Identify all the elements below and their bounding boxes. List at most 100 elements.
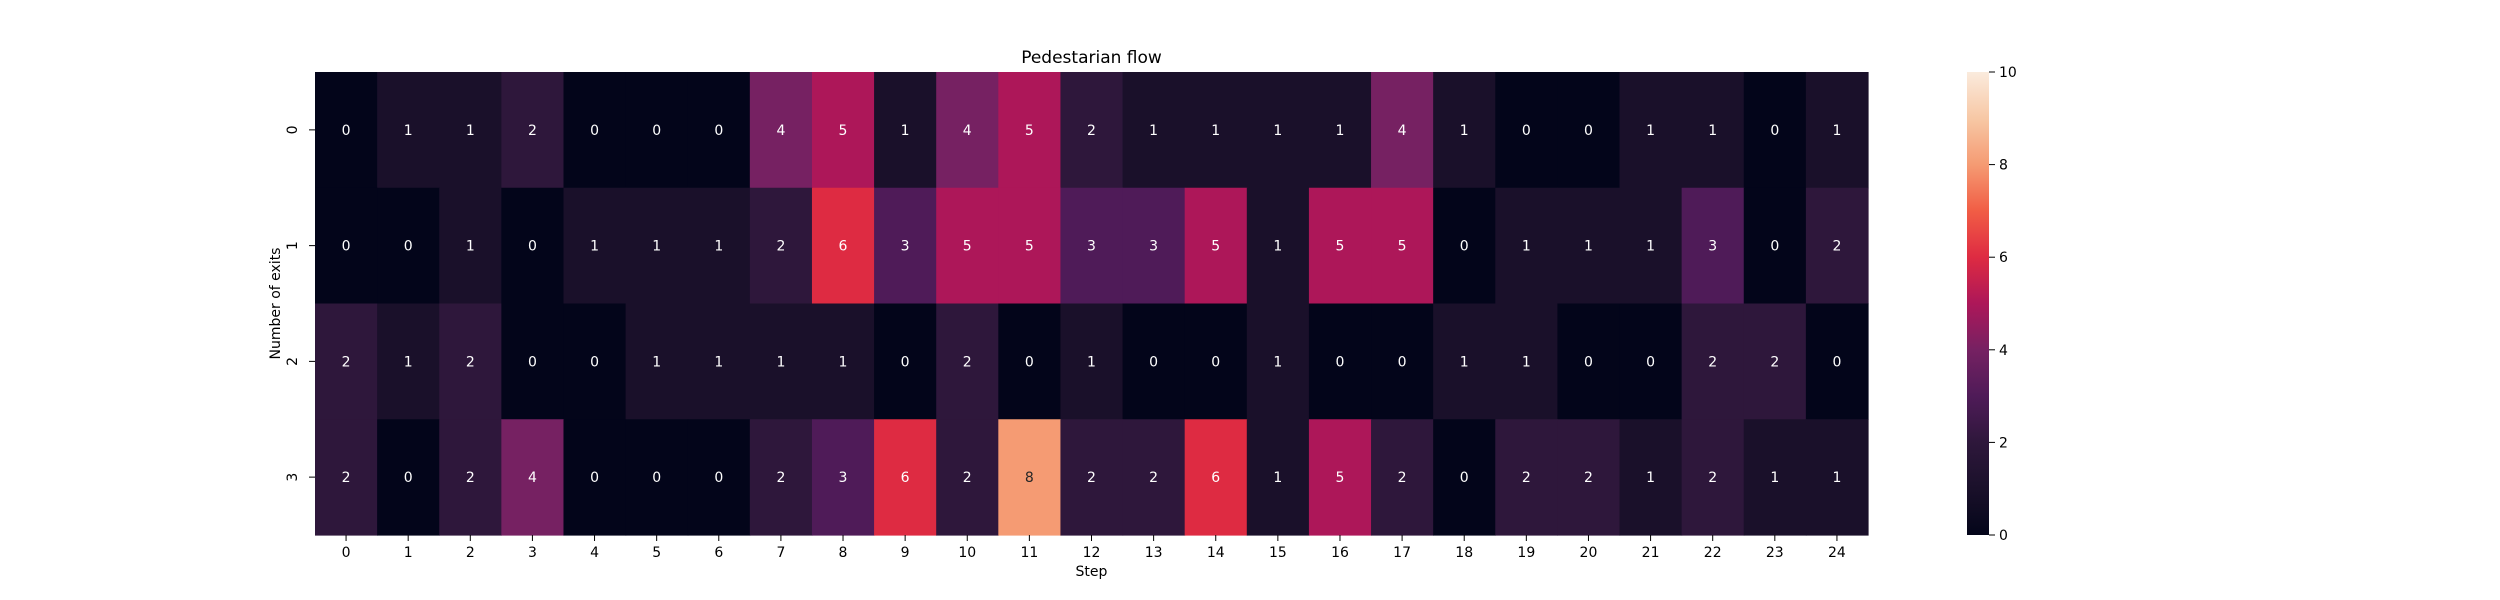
heatmap-cell: [1371, 419, 1434, 536]
cell-label: 4: [776, 123, 785, 139]
heatmap-cell: [1495, 72, 1558, 189]
cell-label: 2: [1087, 123, 1096, 139]
cell-label: 1: [1460, 354, 1469, 370]
colorbar-gradient: [1967, 72, 1989, 535]
cell-label: 2: [776, 470, 785, 486]
x-tick-label: 17: [1393, 545, 1411, 561]
x-tick-label: 24: [1828, 545, 1846, 561]
cell-label: 5: [1025, 239, 1034, 255]
cell-label: 4: [528, 470, 537, 486]
heatmap-cell: [1308, 187, 1372, 305]
x-tick-label: 1: [404, 545, 413, 561]
heatmap-cell: [1619, 419, 1683, 536]
cell-label: 0: [404, 470, 413, 486]
heatmap-cell: [1495, 303, 1558, 420]
cell-label: 2: [963, 354, 972, 370]
cell-label: 6: [901, 470, 910, 486]
heatmap-cell: [749, 72, 813, 189]
cell-label: 1: [776, 354, 785, 370]
heatmap-cell: [1184, 72, 1248, 189]
cell-label: 3: [1149, 239, 1158, 255]
heatmap-cell: [936, 303, 999, 420]
x-tick-label: 21: [1642, 545, 1660, 561]
cell-label: 0: [590, 123, 599, 139]
heatmap-cell: [1122, 419, 1186, 536]
heatmap-cell: [1557, 419, 1621, 536]
heatmap-cell: [501, 303, 565, 420]
cell-label: 0: [1584, 123, 1593, 139]
cell-label: 3: [901, 239, 910, 255]
cell-label: 1: [1087, 354, 1096, 370]
y-axis-label: Number of exits: [268, 248, 284, 360]
heatmap-cell: [1805, 72, 1869, 189]
heatmap-cell: [1433, 187, 1496, 305]
cell-label: 0: [1336, 354, 1345, 370]
cell-label: 0: [1832, 354, 1841, 370]
x-axis-label: Step: [1076, 564, 1108, 580]
x-tick-label: 15: [1269, 545, 1287, 561]
colorbar: 0 2 4 6 8 10: [1967, 65, 2017, 544]
cell-label: 3: [839, 470, 848, 486]
cell-label: 0: [714, 123, 723, 139]
heatmap-cell: [1805, 419, 1869, 536]
cell-label: 2: [1398, 470, 1407, 486]
heatmap-cell: [625, 303, 689, 420]
heatmap-cell: [1184, 303, 1248, 420]
heatmap-cell: [1619, 72, 1683, 189]
cell-label: 1: [714, 239, 723, 255]
heatmap-cell: [1743, 72, 1807, 189]
colorbar-tick-label: 10: [1999, 65, 2017, 81]
cell-label: 1: [1646, 123, 1655, 139]
y-tick-label: 0: [285, 125, 301, 134]
cell-label: 2: [1708, 354, 1717, 370]
heatmap-cell: [687, 303, 751, 420]
heatmap-cell: [1557, 303, 1621, 420]
heatmap-cell: [315, 419, 378, 536]
heatmap-cell: [1743, 303, 1807, 420]
cell-label: 6: [839, 239, 848, 255]
heatmap-cell: [1805, 187, 1869, 305]
heatmap-cell: [936, 187, 999, 305]
x-tick-label: 9: [901, 545, 910, 561]
heatmap-cell: [501, 72, 565, 189]
heatmap-cell: [1681, 303, 1745, 420]
cell-label: 5: [1025, 123, 1034, 139]
heatmap-cell: [625, 72, 689, 189]
y-axis-ticks: 0 1 2 3: [285, 125, 315, 482]
colorbar-tick-label: 8: [1999, 158, 2008, 174]
cell-label: 5: [1336, 470, 1345, 486]
cell-label: 1: [714, 354, 723, 370]
heatmap-cell: [563, 187, 627, 305]
cell-label: 0: [528, 354, 537, 370]
cell-label: 6: [1211, 470, 1220, 486]
heatmap-cell: [501, 419, 565, 536]
cell-label: 2: [1832, 239, 1841, 255]
heatmap-cell: [1246, 72, 1310, 189]
cell-label: 2: [1584, 470, 1593, 486]
cell-label: 0: [590, 354, 599, 370]
heatmap-cell: [1495, 419, 1558, 536]
colorbar-tick-label: 0: [1999, 528, 2008, 544]
cell-label: 0: [1646, 354, 1655, 370]
heatmap-cell: [811, 303, 875, 420]
cell-label: 1: [1832, 123, 1841, 139]
cell-label: 2: [342, 470, 351, 486]
cell-label: 1: [901, 123, 910, 139]
heatmap-cell: [687, 72, 751, 189]
heatmap-cell: [1371, 72, 1434, 189]
heatmap-cell: [315, 72, 378, 189]
heatmap-cell: [1495, 187, 1558, 305]
cell-label: 1: [1149, 123, 1158, 139]
x-tick-label: 16: [1331, 545, 1349, 561]
heatmap-cell: [811, 187, 875, 305]
cell-label: 1: [652, 354, 661, 370]
cell-label: 5: [1336, 239, 1345, 255]
cell-label: 1: [1646, 470, 1655, 486]
heatmap-cells: 0 1 1 2 0 0 0 4 5 1 4 5 2 1 1 1 1 4 1 0 0 1 1 0 1 0 0 1 0 1 1 1 2 6 3 5 5 3 3 5…: [315, 72, 1869, 536]
heatmap-cell: [501, 187, 565, 305]
x-tick-label: 13: [1145, 545, 1163, 561]
heatmap-cell: [1433, 419, 1496, 536]
heatmap-cell: [377, 303, 440, 420]
cell-label: 1: [590, 239, 599, 255]
